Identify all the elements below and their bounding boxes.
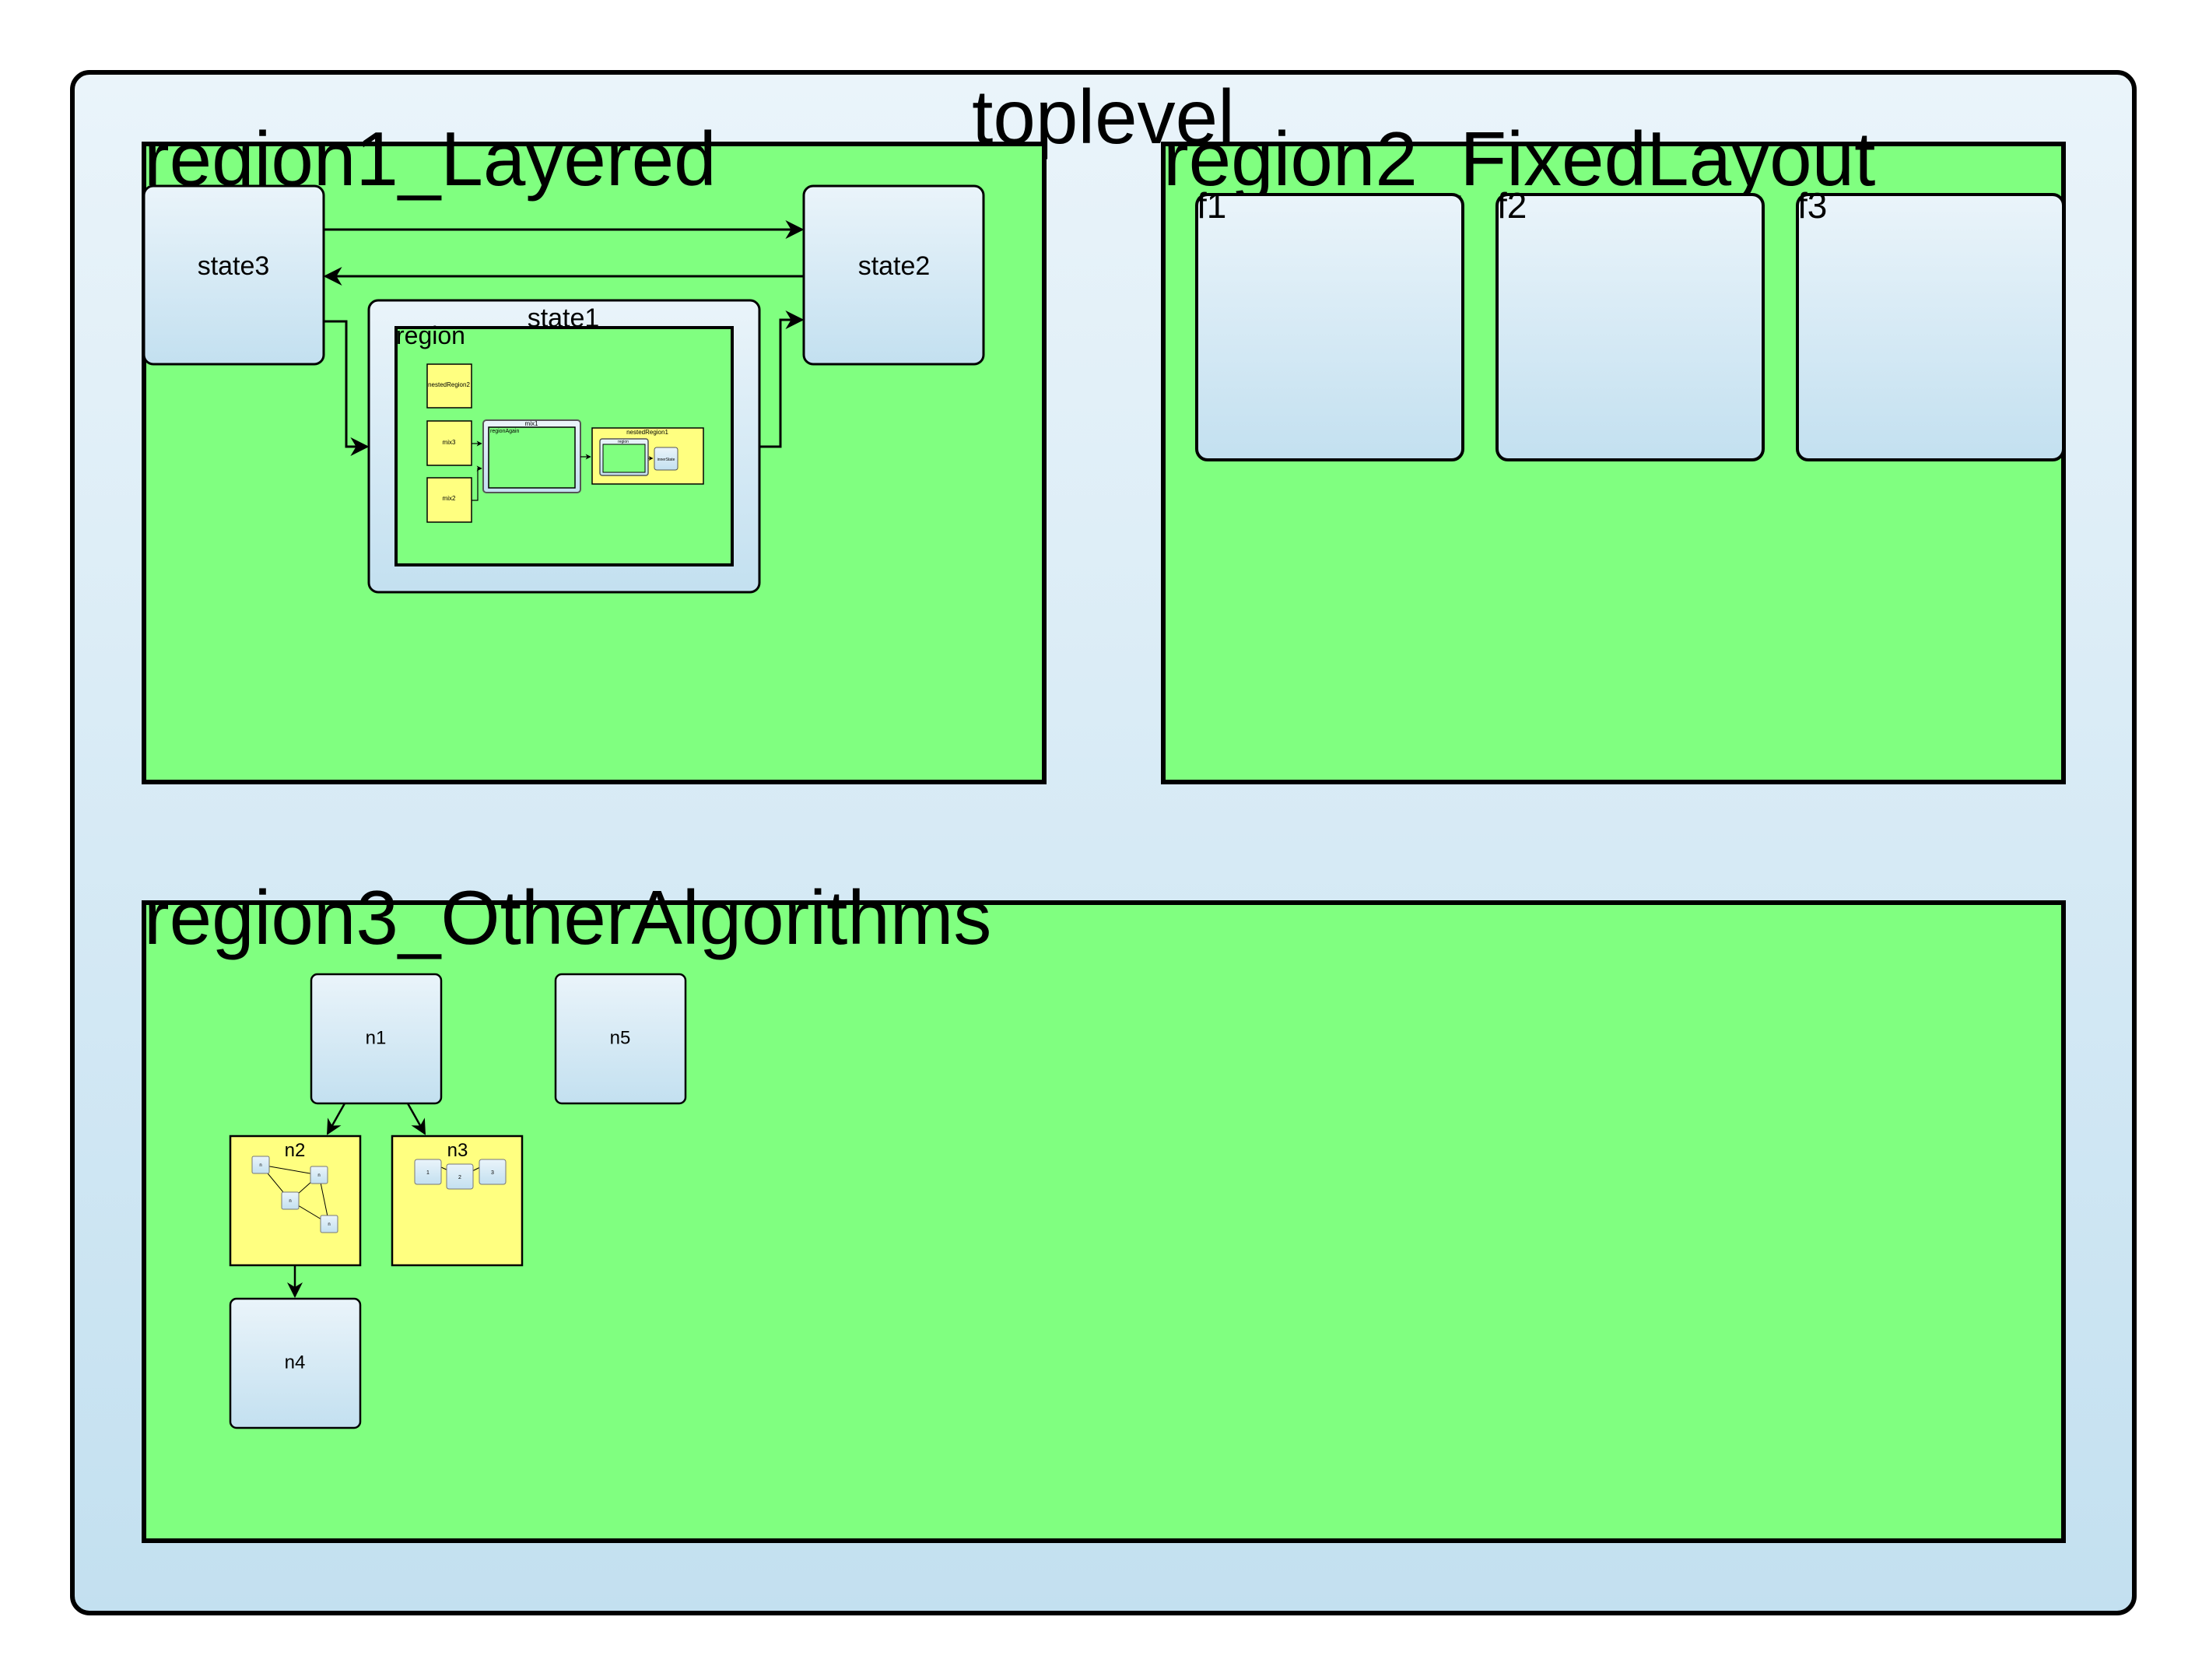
transition-state3-to-state1[interactable] bbox=[324, 320, 370, 456]
nested-inner-region-label: region bbox=[618, 440, 629, 444]
n2-child-label: n bbox=[328, 1222, 330, 1227]
edge-n1-to-n3[interactable] bbox=[406, 1103, 426, 1135]
n2-child-node[interactable] bbox=[281, 1191, 300, 1210]
f1-label: f1 bbox=[1197, 185, 1226, 226]
n3-child-label: 2 bbox=[458, 1175, 461, 1180]
edge-n1-to-n2[interactable] bbox=[326, 1103, 346, 1135]
n3-child-node[interactable] bbox=[414, 1159, 442, 1185]
n2-child-label: n bbox=[317, 1173, 320, 1178]
n2-child-node[interactable] bbox=[251, 1156, 270, 1174]
n3-child-node[interactable] bbox=[479, 1159, 507, 1185]
n2-subgraph: n n n n bbox=[251, 1156, 338, 1233]
transition-state1-to-state2[interactable] bbox=[759, 310, 805, 448]
nested-region2-node[interactable] bbox=[426, 363, 472, 409]
n3-child-label: 1 bbox=[426, 1170, 430, 1176]
nested-inner-leaf[interactable] bbox=[654, 447, 678, 471]
mix3-label: mix3 bbox=[443, 439, 456, 446]
state1-region-label: region bbox=[396, 321, 465, 349]
nested-inner-region bbox=[602, 444, 646, 473]
n3-label: n3 bbox=[447, 1140, 468, 1161]
mix3-node[interactable] bbox=[426, 420, 472, 466]
mix2-label: mix2 bbox=[443, 495, 456, 502]
f3-label: f3 bbox=[1797, 185, 1827, 226]
n5-node[interactable] bbox=[554, 973, 687, 1105]
n2-child-node[interactable] bbox=[320, 1215, 338, 1233]
n2-child-label: n bbox=[259, 1163, 261, 1168]
nested-inner-leaf-label: innerState bbox=[657, 458, 675, 462]
n2-label: n2 bbox=[285, 1140, 306, 1161]
region-again-label: regionAgain bbox=[490, 429, 519, 434]
n2-child-label: n bbox=[289, 1199, 291, 1204]
nested-region1-label: nestedRegion1 bbox=[626, 429, 668, 436]
n5-label: n5 bbox=[610, 1027, 631, 1048]
n2-child-node[interactable] bbox=[310, 1166, 328, 1184]
f3-node[interactable] bbox=[1796, 193, 2065, 461]
f1-node[interactable] bbox=[1195, 193, 1464, 461]
n3-node[interactable] bbox=[391, 1135, 524, 1267]
n4-node[interactable] bbox=[229, 1297, 362, 1429]
state3-label: state3 bbox=[198, 251, 270, 281]
n4-label: n4 bbox=[285, 1352, 306, 1373]
mix1-label: mix1 bbox=[525, 420, 538, 427]
nested-region2-label: nestedRegion2 bbox=[428, 381, 470, 388]
f2-label: f2 bbox=[1497, 185, 1527, 226]
n1-node[interactable] bbox=[310, 973, 443, 1105]
n3-subgraph: 1 2 3 bbox=[414, 1159, 507, 1190]
n1-label: n1 bbox=[366, 1027, 387, 1048]
n3-child-label: 3 bbox=[491, 1170, 494, 1176]
state2-label: state2 bbox=[858, 251, 931, 281]
region2-title: region2_FixedLayout bbox=[1163, 116, 1875, 202]
n3-child-node[interactable] bbox=[446, 1163, 474, 1190]
f2-node[interactable] bbox=[1495, 193, 1765, 461]
edge-mix2-to-mix1 bbox=[472, 465, 482, 501]
region-again[interactable] bbox=[488, 426, 576, 489]
region3-title: region3_OtherAlgorithms bbox=[144, 875, 991, 960]
